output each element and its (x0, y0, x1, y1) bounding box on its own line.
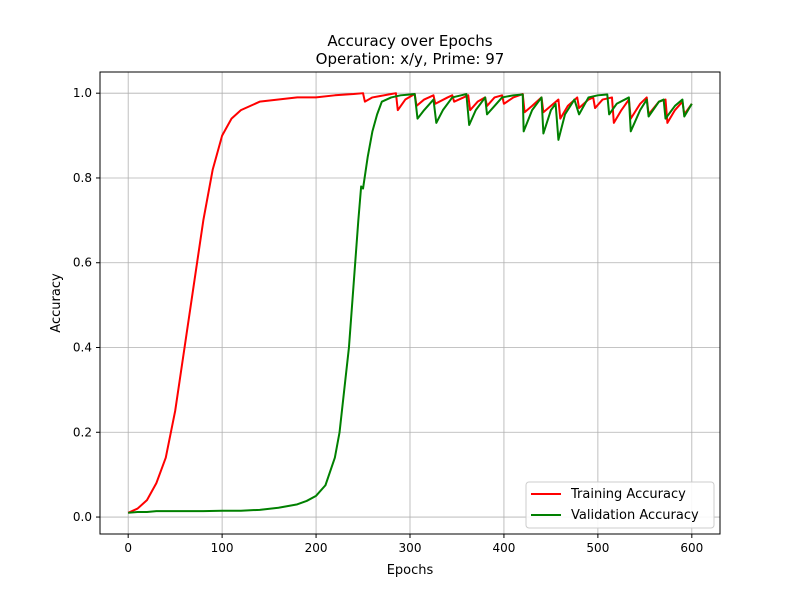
chart-title: Accuracy over Epochs (327, 32, 492, 50)
legend-label-training: Training Accuracy (570, 487, 686, 502)
y-tick-label: 0.6 (73, 256, 92, 270)
y-tick-label: 0.4 (73, 341, 92, 355)
y-tick-label: 1.0 (73, 86, 92, 100)
x-tick-label: 200 (305, 541, 328, 555)
x-axis-label: Epochs (387, 563, 434, 578)
y-axis-label: Accuracy (49, 273, 64, 333)
legend-label-validation: Validation Accuracy (571, 508, 699, 523)
x-tick-label: 400 (492, 541, 515, 555)
x-tick-label: 500 (586, 541, 609, 555)
legend: Training Accuracy Validation Accuracy (525, 481, 715, 529)
tick-layer: 0 100 200 300 400 500 600 0.0 0.2 0.4 0.6 0.8 1.0 (73, 86, 703, 555)
chart-subtitle: Operation: x/y, Prime: 97 (316, 50, 505, 68)
y-tick-label: 0.0 (73, 510, 92, 524)
grid-layer (100, 72, 720, 534)
x-tick-label: 100 (211, 541, 234, 555)
legend-box (525, 481, 715, 529)
series-layer (127, 92, 693, 514)
y-tick-label: 0.8 (73, 171, 92, 185)
x-tick-label: 300 (399, 541, 422, 555)
training-accuracy-line (127, 92, 693, 514)
y-tick-label: 0.2 (73, 425, 92, 439)
x-tick-label: 0 (124, 541, 132, 555)
validation-accuracy-line (128, 93, 693, 514)
x-tick-label: 600 (680, 541, 703, 555)
